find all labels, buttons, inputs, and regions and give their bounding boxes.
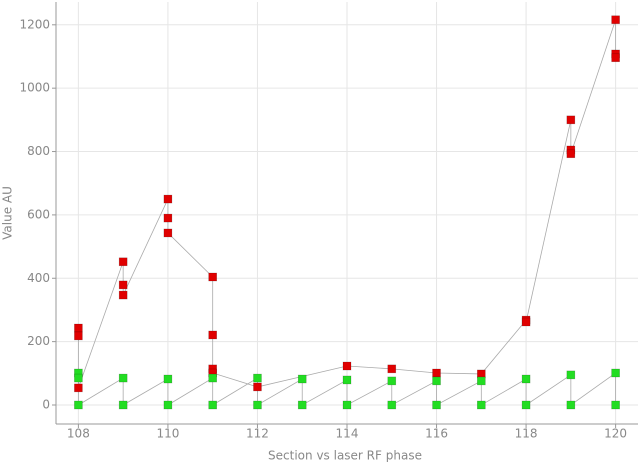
point (163, 374, 173, 384)
point (74, 383, 83, 393)
x-tick-label: 110 (156, 427, 179, 441)
point (611, 368, 620, 378)
point (387, 400, 397, 410)
point (521, 400, 531, 410)
point (208, 400, 217, 410)
x-tick-label: 116 (425, 427, 448, 441)
point (74, 331, 83, 341)
y-axis-label: Value AU (1, 186, 15, 240)
point (208, 373, 217, 383)
point (163, 400, 173, 410)
x-tick-label: 108 (67, 427, 90, 441)
point (163, 213, 173, 223)
point (477, 400, 486, 410)
point (432, 376, 441, 386)
point (253, 400, 262, 410)
point (432, 368, 441, 378)
point (297, 400, 307, 410)
point (521, 317, 531, 327)
point (208, 330, 217, 340)
point (118, 280, 128, 290)
point (253, 382, 262, 392)
point (611, 15, 620, 25)
y-tick-label: 1200 (19, 17, 50, 31)
point (477, 376, 486, 386)
point (611, 53, 620, 63)
point (163, 194, 173, 204)
point (611, 400, 620, 410)
point (74, 373, 83, 383)
y-tick-label: 400 (27, 271, 50, 285)
point (253, 373, 262, 383)
x-axis-label: Section vs laser RF phase (268, 449, 422, 463)
y-tick-label: 800 (27, 144, 50, 158)
point (74, 400, 83, 410)
point (208, 272, 217, 282)
point (118, 373, 128, 383)
y-tick-label: 600 (27, 207, 50, 221)
x-tick-label: 118 (515, 427, 538, 441)
point (74, 323, 83, 333)
point (118, 400, 128, 410)
point (297, 374, 307, 384)
y-tick-label: 0 (42, 397, 50, 411)
point (566, 400, 576, 410)
point (521, 374, 531, 384)
x-tick-label: 114 (336, 427, 359, 441)
point (342, 361, 352, 371)
point (118, 257, 128, 267)
y-tick-label: 200 (27, 334, 50, 348)
point (342, 400, 352, 410)
point (342, 375, 352, 385)
point (566, 149, 576, 159)
point (566, 115, 576, 125)
x-tick-label: 120 (604, 427, 627, 441)
point (432, 400, 441, 410)
point (163, 228, 173, 238)
y-tick-label: 1000 (19, 81, 50, 95)
point (387, 364, 397, 374)
x-tick-label: 112 (246, 427, 269, 441)
point (566, 370, 576, 380)
point (118, 290, 128, 300)
point (387, 376, 397, 386)
